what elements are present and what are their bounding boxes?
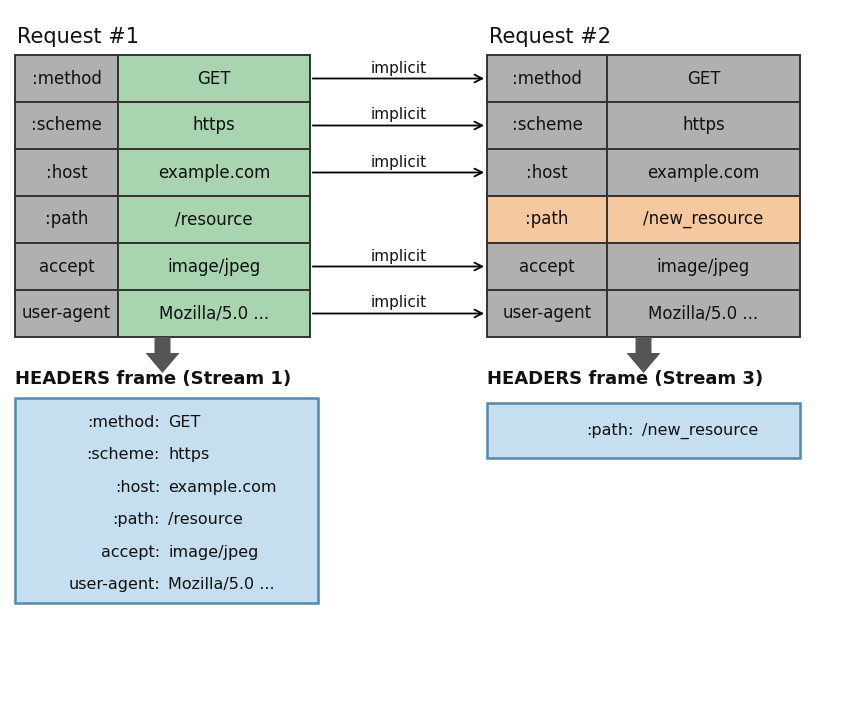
Text: example.com: example.com [647,164,760,181]
Text: implicit: implicit [370,108,427,122]
Bar [487,149,607,196]
Text: https: https [682,117,725,134]
Text: :path: :path [45,210,89,228]
Text: :scheme: :scheme [512,117,583,134]
Text: :host: :host [46,164,88,181]
Text: :method: :method [512,70,582,87]
Bar [487,243,607,290]
Text: GET: GET [197,70,231,87]
Bar [118,196,310,243]
Text: Mozilla/5.0 ...: Mozilla/5.0 ... [159,304,269,323]
Text: :host:: :host: [115,479,160,495]
Text: implicit: implicit [370,248,427,264]
Text: :path: :path [525,210,569,228]
Text: /new_resource: /new_resource [642,423,758,439]
Bar [607,196,800,243]
Text: user-agent:: user-agent: [68,577,160,592]
Bar [118,149,310,196]
Text: :scheme:: :scheme: [87,447,160,463]
Bar [607,149,800,196]
Bar [15,196,118,243]
Text: HEADERS frame (Stream 1): HEADERS frame (Stream 1) [15,370,291,388]
Text: image/jpeg: image/jpeg [168,545,258,560]
Bar [15,290,118,337]
Bar [607,102,800,149]
Text: :method: :method [31,70,101,87]
Bar [15,102,118,149]
Text: /new_resource: /new_resource [643,210,764,228]
Polygon shape [146,337,180,373]
Bar [118,55,310,102]
Bar [15,243,118,290]
Bar [118,243,310,290]
Bar [607,55,800,102]
Text: /resource: /resource [168,512,243,527]
Bar [487,290,607,337]
Text: HEADERS frame (Stream 3): HEADERS frame (Stream 3) [487,370,763,388]
Text: https: https [192,117,235,134]
Text: :scheme: :scheme [31,117,102,134]
Text: image/jpeg: image/jpeg [168,257,260,276]
Text: user-agent: user-agent [502,304,592,323]
Bar [487,55,607,102]
Bar [487,102,607,149]
Text: accept:: accept: [101,545,160,560]
Text: :host: :host [526,164,568,181]
Bar [15,398,318,603]
Text: :path:: :path: [113,512,160,527]
Text: GET: GET [687,70,720,87]
Bar [487,196,607,243]
Bar [118,290,310,337]
Text: implicit: implicit [370,295,427,311]
Polygon shape [626,337,661,373]
Text: https: https [168,447,209,463]
Text: Request #2: Request #2 [489,27,611,47]
Text: example.com: example.com [158,164,271,181]
Text: image/jpeg: image/jpeg [657,257,750,276]
Text: Request #1: Request #1 [17,27,139,47]
Text: /resource: /resource [175,210,253,228]
Bar [607,290,800,337]
Bar [607,243,800,290]
Bar [15,55,118,102]
Text: Mozilla/5.0 ...: Mozilla/5.0 ... [168,577,275,592]
Bar [118,102,310,149]
Text: example.com: example.com [168,479,277,495]
Text: implicit: implicit [370,155,427,169]
Text: GET: GET [168,415,201,430]
Bar [15,149,118,196]
Bar [487,403,800,458]
Text: :method:: :method: [87,415,160,430]
Text: implicit: implicit [370,60,427,75]
Text: Mozilla/5.0 ...: Mozilla/5.0 ... [648,304,759,323]
Text: :path:: :path: [586,423,633,438]
Text: user-agent: user-agent [22,304,111,323]
Text: accept: accept [39,257,94,276]
Text: accept: accept [519,257,575,276]
